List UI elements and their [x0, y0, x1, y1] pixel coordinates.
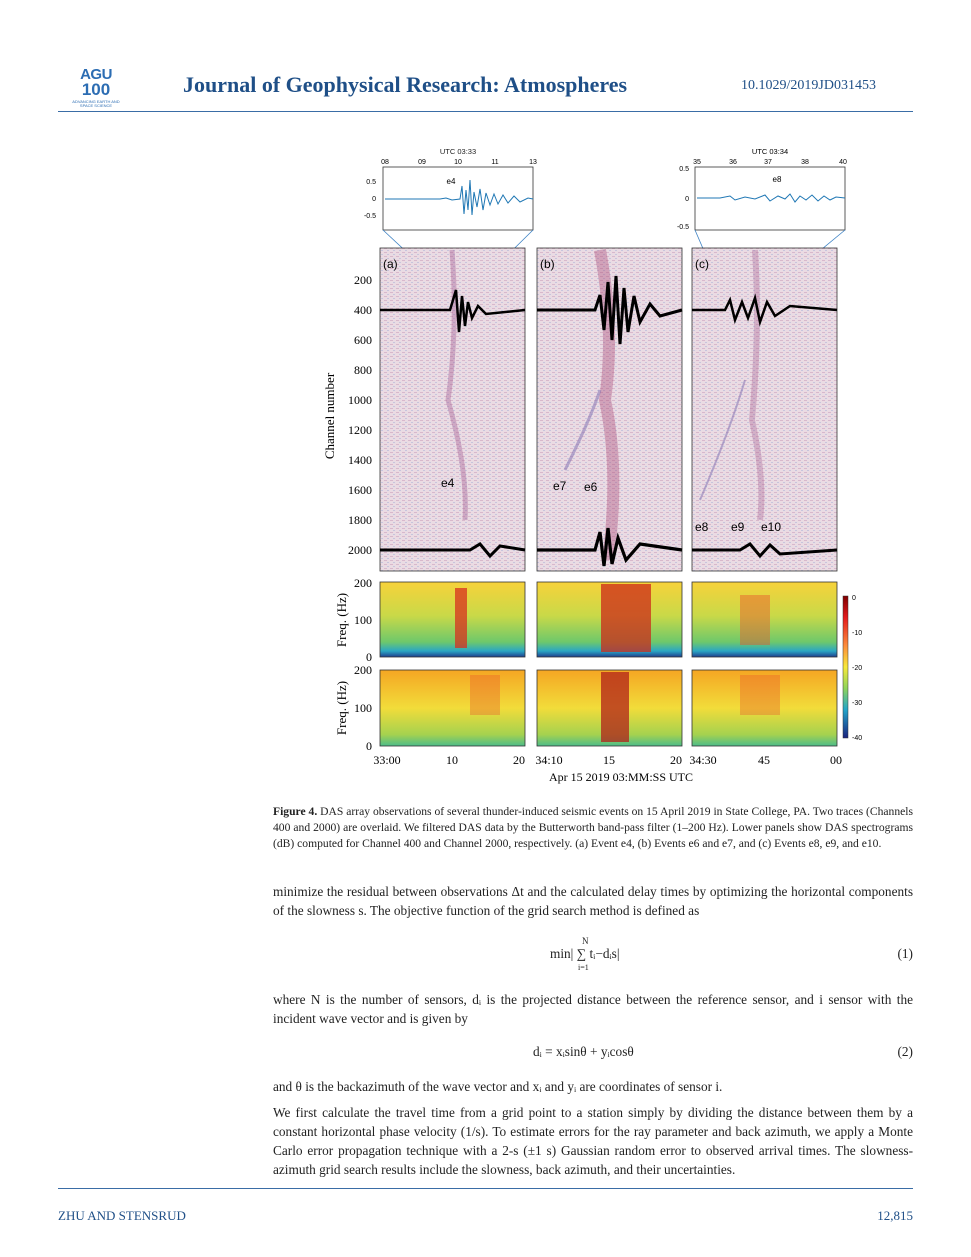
figure-caption: Figure 4. DAS array observations of seve…: [273, 804, 913, 852]
time-tick: 15: [603, 753, 615, 767]
freq-tick: 200: [354, 576, 372, 590]
caption-text: DAS array observations of several thunde…: [273, 805, 913, 850]
inset-right: UTC 03:34 35 36 37 38 40 0.5 0 -0.5 e8: [677, 147, 847, 303]
inset-left-tick: 11: [491, 159, 498, 166]
footer-authors: ZHU AND STENSRUD: [58, 1208, 186, 1223]
channel-tick: 400: [354, 303, 372, 317]
panel-label-a: (a): [383, 257, 398, 271]
freq-axis-label: Freq. (Hz): [334, 681, 349, 735]
inset-left-event: e4: [447, 177, 456, 186]
channel-tick: 1400: [348, 453, 372, 467]
equation-1-number: (1): [897, 946, 913, 961]
freq-tick: 100: [354, 613, 372, 627]
time-tick: 33:00: [373, 753, 400, 767]
event-label-e4: e4: [441, 476, 455, 490]
freq-tick: 200: [354, 663, 372, 677]
event-label-e7: e7: [553, 479, 567, 493]
agu-logo-subtitle: ADVANCING EARTH AND SPACE SCIENCE: [72, 99, 120, 108]
channel-axis: 200 400 600 800 1000 1200 1400 1600 1800…: [322, 273, 372, 557]
inset-right-ytick: 0: [685, 196, 689, 203]
panel-label-c: (c): [695, 257, 709, 271]
footer-rule: [58, 1188, 913, 1189]
caption-label: Figure 4.: [273, 805, 318, 818]
event-label-e10: e10: [761, 520, 781, 534]
inset-left-ytick: 0.5: [366, 179, 376, 186]
equation-2: dᵢ = xᵢsinθ + yᵢcosθ: [533, 1044, 634, 1059]
header-rule: [58, 111, 913, 112]
das-panels: (a) (b) (c) e4 e7 e6 e8 e9 e10: [379, 247, 838, 572]
inset-left-ytick: 0: [372, 196, 376, 203]
journal-title: Journal of Geophysical Research: Atmosph…: [183, 72, 628, 97]
channel-tick: 1000: [348, 393, 372, 407]
inset-right-ytick: 0.5: [679, 166, 689, 173]
channel-tick: 200: [354, 273, 372, 287]
inset-left-tick: 08: [381, 159, 389, 166]
equation-1: min| ∑ tᵢ−dᵢs|: [550, 946, 620, 961]
channel-tick: 600: [354, 333, 372, 347]
time-tick: 20: [670, 753, 682, 767]
inset-right-event: e8: [773, 175, 782, 184]
time-tick: 45: [758, 753, 770, 767]
time-tick: 34:30: [689, 753, 716, 767]
time-axis-label: Apr 15 2019 03:MM:SS UTC: [549, 770, 693, 784]
inset-left-utc: UTC 03:33: [440, 147, 476, 156]
equation-1-lower: i=1: [578, 963, 589, 972]
footer-page-number: 12,815: [877, 1208, 913, 1223]
channel-tick: 1800: [348, 513, 372, 527]
channel-tick: 1200: [348, 423, 372, 437]
channel-axis-label: Channel number: [322, 372, 337, 459]
colorbar-tick: 0: [852, 595, 856, 602]
colorbar-tick: -30: [852, 700, 862, 707]
inset-left-tick: 13: [529, 159, 537, 166]
agu-logo-text: AGU: [80, 66, 112, 83]
paragraph-1: minimize the residual between observatio…: [273, 884, 913, 918]
inset-left-tick: 09: [418, 159, 426, 166]
colorbar-tick: -20: [852, 665, 862, 672]
equation-1-upper: N: [582, 936, 589, 946]
inset-right-tick: 37: [764, 159, 772, 166]
paragraph-2: where N is the number of sensors, dᵢ is …: [273, 992, 913, 1026]
channel-tick: 2000: [348, 543, 372, 557]
inset-right-trace: [697, 193, 846, 203]
inset-right-tick: 35: [693, 159, 701, 166]
freq-tick: 100: [354, 701, 372, 715]
equation-2-number: (2): [897, 1044, 913, 1059]
inset-right-utc: UTC 03:34: [752, 147, 788, 156]
colorbar-tick: -10: [852, 630, 862, 637]
time-tick: 34:10: [535, 753, 562, 767]
time-axis: 33:00 10 20 34:10 15 20 34:30 45 00 Apr …: [373, 753, 842, 784]
freq-tick: 0: [366, 650, 372, 664]
event-label-e8: e8: [695, 520, 709, 534]
inset-left-ytick: -0.5: [364, 213, 376, 220]
panel-label-b: (b): [540, 257, 555, 271]
paragraph-3: and θ is the backazimuth of the wave vec…: [273, 1079, 723, 1094]
event-label-e6: e6: [584, 480, 598, 494]
channel-tick: 1600: [348, 483, 372, 497]
spectrograms: 0 -10 -20 -30 -40 200 100 0 200 100 0 Fr…: [334, 576, 862, 753]
freq-tick: 0: [366, 739, 372, 753]
time-tick: 10: [446, 753, 458, 767]
doi: 10.1029/2019JD031453: [741, 78, 876, 93]
inset-left: UTC 03:33 08 09 10 11 13 0.5 0 -0.5 e4: [364, 147, 537, 301]
time-tick: 00: [830, 753, 842, 767]
event-label-e9: e9: [731, 520, 745, 534]
inset-left-tick: 10: [454, 159, 462, 166]
paragraph-4: We first calculate the travel time from …: [273, 1105, 913, 1177]
inset-right-tick: 38: [801, 159, 809, 166]
channel-tick: 800: [354, 363, 372, 377]
time-tick: 20: [513, 753, 525, 767]
inset-right-ytick: -0.5: [677, 224, 689, 231]
inset-right-tick: 36: [729, 159, 737, 166]
agu-logo-number: 100: [81, 80, 111, 99]
colorbar-tick: -40: [852, 735, 862, 742]
inset-left-trace: [385, 179, 534, 216]
figure-4: UTC 03:33 08 09 10 11 13 0.5 0 -0.5 e4 U…: [322, 147, 862, 784]
freq-axis-label: Freq. (Hz): [334, 593, 349, 647]
inset-right-tick: 40: [839, 159, 847, 166]
